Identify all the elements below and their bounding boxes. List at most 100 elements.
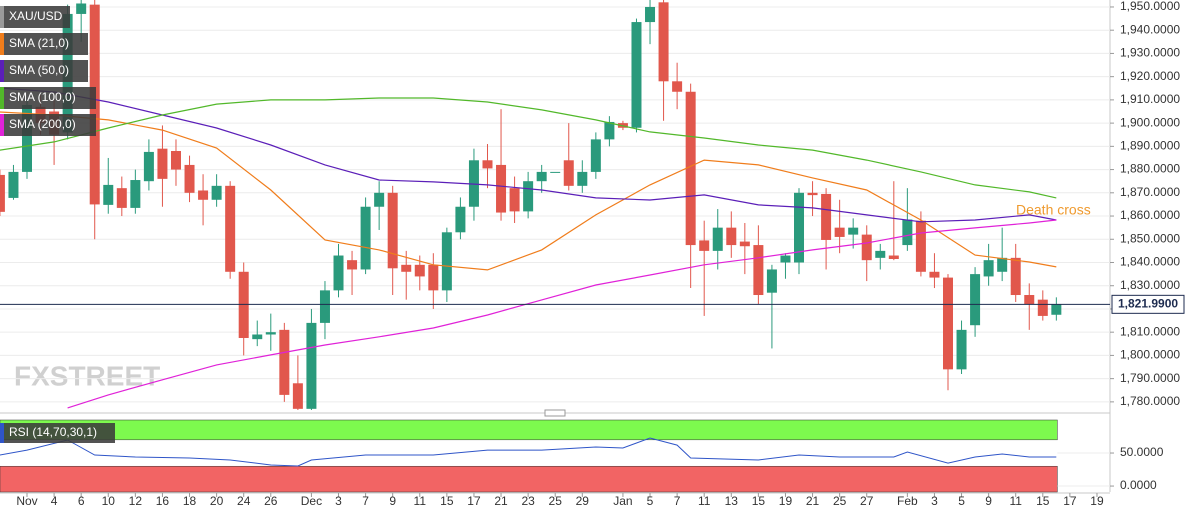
candle-body	[333, 255, 344, 291]
sma-line	[67, 219, 1057, 409]
x-tick-label: 9	[389, 494, 396, 508]
candle-body	[780, 255, 791, 263]
annotation: Death cross	[1016, 202, 1091, 218]
legend-box	[0, 33, 88, 55]
y-tick-label: 1,830.0000	[1120, 278, 1180, 292]
candle-body	[875, 250, 886, 258]
x-tick-label: 19	[1090, 494, 1104, 508]
candle-body	[211, 185, 222, 200]
y-tick-label: 1,800.0000	[1120, 348, 1180, 362]
candle-body	[265, 332, 276, 335]
candle-body	[739, 241, 750, 247]
rsi-y-tick-label: 0.0000	[1120, 478, 1157, 492]
candle-body	[550, 171, 561, 173]
candle-body	[970, 274, 981, 326]
legend-box	[0, 60, 88, 82]
candle-body	[888, 255, 899, 260]
y-tick-label: 1,900.0000	[1120, 115, 1180, 129]
legend-label: SMA (21,0)	[9, 36, 69, 50]
x-tick-label: 9	[985, 494, 992, 508]
y-tick-label: 1,940.0000	[1120, 22, 1180, 36]
x-tick-label: 3	[335, 494, 342, 508]
x-tick-label: 15	[1036, 494, 1050, 508]
candle-body	[590, 139, 601, 172]
sma-line	[0, 97, 1057, 199]
y-tick-label: 1,870.0000	[1120, 185, 1180, 199]
candle-body	[821, 193, 832, 240]
current-price-label: 1,821.9900	[1118, 297, 1178, 311]
candle-body	[1037, 299, 1048, 316]
candle-body	[753, 245, 764, 296]
price-panel	[0, 0, 1110, 410]
candle-body	[496, 164, 507, 213]
overbought-band	[0, 419, 1058, 441]
x-tick-label: 5	[647, 494, 654, 508]
candle-body	[942, 277, 953, 370]
candle-body	[170, 150, 181, 170]
candle-body	[699, 240, 710, 251]
y-tick-label: 1,890.0000	[1120, 139, 1180, 153]
candle-body	[22, 104, 32, 172]
panel-resize-handle[interactable]	[544, 409, 566, 417]
x-tick-label: 27	[860, 494, 874, 508]
y-tick-label: 1,810.0000	[1120, 324, 1180, 338]
candle-body	[387, 192, 398, 269]
x-tick-label: 17	[1063, 494, 1077, 508]
x-tick-label: 21	[806, 494, 820, 508]
x-tick-label: 25	[833, 494, 847, 508]
x-tick-label: 23	[521, 494, 535, 508]
candle-body	[523, 181, 534, 212]
candle-body	[1024, 295, 1035, 305]
candle-body	[712, 227, 723, 251]
rsi-line	[0, 437, 1057, 467]
candle-body	[604, 121, 615, 140]
x-tick-label: 3	[931, 494, 938, 508]
y-tick-label: 1,930.0000	[1120, 46, 1180, 60]
candle-body	[157, 148, 168, 179]
rsi-y-tick-label: 50.0000	[1120, 445, 1164, 459]
candle-body	[997, 257, 1008, 272]
x-tick-label: 21	[494, 494, 508, 508]
candle-body	[374, 192, 385, 207]
y-tick-label: 1,780.0000	[1120, 394, 1180, 408]
x-tick-label: 29	[576, 494, 590, 508]
candle-body	[766, 269, 777, 293]
x-tick-label: 5	[958, 494, 965, 508]
x-tick-label: 25	[549, 494, 563, 508]
candle-body	[1051, 304, 1062, 315]
candle-body	[509, 188, 520, 212]
candle-body	[1010, 257, 1021, 296]
legend-label: SMA (200,0)	[9, 117, 76, 131]
candle-body	[130, 180, 141, 208]
rsi-panel: RSI (14,70,30,1)	[0, 419, 1110, 493]
candle-body	[184, 164, 195, 193]
sma-line	[0, 111, 1057, 271]
candle-body	[414, 264, 425, 277]
y-tick-label: 1,840.0000	[1120, 255, 1180, 269]
candle-body	[198, 190, 209, 200]
candle-body	[468, 160, 479, 207]
candle-body	[685, 91, 696, 246]
candle-body	[292, 383, 303, 409]
candle-body	[645, 6, 656, 23]
y-tick-label: 1,850.0000	[1120, 231, 1180, 245]
legend-swatch	[0, 87, 4, 109]
candle-body	[360, 206, 371, 270]
x-tick-label: 18	[183, 494, 197, 508]
candle-body	[76, 3, 87, 14]
x-tick-label: 26	[264, 494, 278, 508]
candle-body	[956, 329, 967, 370]
candle-body	[536, 171, 547, 182]
legend-swatch	[0, 60, 4, 82]
candle-body	[238, 271, 249, 338]
candle-body	[861, 234, 872, 261]
watermark: FXSTREET	[14, 360, 160, 391]
legend-label: SMA (50,0)	[9, 63, 69, 77]
candle-body	[482, 160, 493, 169]
candle-body	[252, 334, 263, 340]
candle-body	[116, 188, 127, 208]
x-tick-label: Jan	[613, 494, 632, 508]
legend-label: XAU/USD	[9, 9, 63, 23]
rsi-label: RSI (14,70,30,1)	[9, 425, 97, 439]
